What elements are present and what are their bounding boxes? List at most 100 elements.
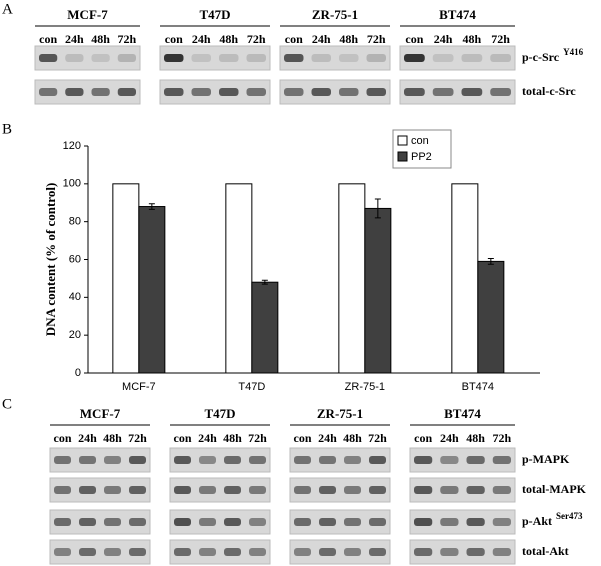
blot-band (246, 88, 266, 96)
legend-swatch (397, 151, 408, 162)
blot-band (249, 548, 266, 556)
blot-band (79, 548, 96, 556)
blot-band (366, 88, 386, 96)
blot-band (432, 88, 454, 96)
lane-label: 24h (312, 32, 331, 46)
lane-label: 72h (491, 32, 510, 46)
row-superscript: Y416 (563, 47, 583, 57)
row-label: p-MAPK (522, 452, 570, 466)
blot-band (339, 88, 359, 96)
error-bar (487, 258, 494, 265)
bar (338, 183, 366, 374)
lane-label: 24h (440, 431, 459, 445)
lane-label: 24h (198, 431, 217, 445)
blot-band (466, 486, 485, 494)
blot-band (294, 548, 311, 556)
lane-label: 72h (367, 32, 386, 46)
blot-background (49, 539, 151, 565)
lane-label: 48h (223, 431, 242, 445)
cell-line-header: MCF-7 (67, 7, 108, 22)
y-tick-label: 120 (63, 140, 81, 152)
blot-band (54, 486, 71, 494)
panel-label: C (2, 396, 12, 412)
blot-band (224, 518, 241, 526)
lane-label: 24h (318, 431, 337, 445)
lane-label: 48h (343, 431, 362, 445)
lane-label: con (165, 32, 183, 46)
blot-band (104, 486, 121, 494)
blot-band (249, 486, 266, 494)
blot-band (129, 518, 146, 526)
y-tick-label: 40 (69, 291, 81, 303)
lane-label: 24h (78, 431, 97, 445)
blot-band (369, 456, 386, 464)
blot-band (224, 456, 241, 464)
blot-band (91, 88, 110, 96)
blot-band (174, 486, 191, 494)
blot-band (174, 456, 191, 464)
lane-label: 72h (247, 32, 266, 46)
y-tick-label: 100 (63, 178, 81, 190)
blot-band (104, 518, 121, 526)
blot-band (224, 486, 241, 494)
blot-band (117, 54, 136, 62)
blot-band (191, 54, 211, 62)
blot-background (34, 45, 141, 71)
blot-band (219, 54, 239, 62)
blot-band (492, 548, 511, 556)
row-name: p-c-Src (522, 50, 560, 64)
blot-band (319, 548, 336, 556)
panel-label: B (2, 121, 12, 137)
lane-label: 48h (466, 431, 485, 445)
blot-band (79, 518, 96, 526)
blot-band (466, 548, 485, 556)
blot-band (224, 548, 241, 556)
lane-label: 24h (65, 32, 84, 46)
blot-band (490, 88, 511, 96)
lane-label: 48h (339, 32, 358, 46)
blot-band (344, 456, 361, 464)
row-name: total-Akt (522, 544, 569, 558)
blot-band (174, 518, 191, 526)
blot-band (414, 518, 433, 526)
row-label: p-Akt Ser473 (522, 511, 583, 528)
cell-line-header: BT474 (439, 7, 476, 22)
cell-line-header: T47D (199, 7, 230, 22)
blot-band (319, 456, 336, 464)
bar (364, 207, 392, 374)
blot-band (129, 456, 146, 464)
lane-label: con (174, 431, 192, 445)
blot-band (440, 548, 459, 556)
blot-band (249, 456, 266, 464)
blot-band (440, 486, 459, 494)
y-tick-label: 60 (69, 253, 81, 265)
blot-band (54, 548, 71, 556)
blot-band (344, 486, 361, 494)
cell-line-header: BT474 (444, 406, 481, 421)
blot-band (311, 54, 331, 62)
error-bar (148, 203, 155, 210)
bar (138, 206, 166, 374)
legend-label: con (411, 135, 429, 147)
blot-band (65, 54, 84, 62)
lane-label: 24h (434, 32, 453, 46)
blot-band (199, 486, 216, 494)
blot-band (284, 88, 304, 96)
blot-band (129, 486, 146, 494)
error-bar (261, 279, 268, 285)
y-axis-label: DNA content (% of control) (43, 183, 58, 337)
blot-band (54, 518, 71, 526)
blot-band (104, 456, 121, 464)
blot-band (284, 54, 304, 62)
row-label: p-c-Src Y416 (522, 47, 584, 64)
blot-band (461, 88, 483, 96)
bar (112, 183, 140, 374)
blot-band (91, 54, 110, 62)
blot-band (246, 54, 266, 62)
row-label: total-MAPK (522, 482, 587, 496)
blot-band (79, 486, 96, 494)
blot-band (490, 54, 511, 62)
blot-band (294, 456, 311, 464)
lane-label: con (294, 431, 312, 445)
